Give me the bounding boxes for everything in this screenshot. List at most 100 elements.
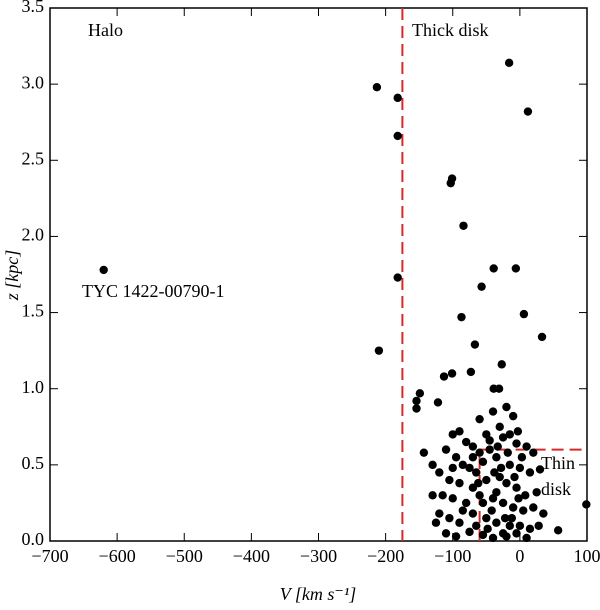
data-point [468,442,478,451]
x-tick-label: −700 [31,546,68,566]
annotation: TYC 1422-00790-1 [82,281,225,301]
data-point [477,282,486,291]
data-point [445,475,454,485]
data-point [445,513,454,523]
data-point [461,437,471,447]
annotation: Thin [541,453,575,473]
data-point [510,472,519,482]
y-tick-label: 3.0 [22,72,45,92]
data-point [482,475,491,485]
data-point [428,460,437,470]
data-point [455,518,464,527]
y-tick-label: 3.5 [22,0,45,16]
data-point [488,407,498,416]
data-point [511,264,521,273]
data-point [508,411,518,421]
x-tick-label: −400 [233,546,270,566]
data-point [482,513,491,523]
x-tick-label: −100 [434,546,471,566]
y-tick-label: 0.0 [22,529,45,549]
data-point [525,468,535,477]
data-point [514,494,523,503]
data-point [505,521,515,530]
data-point [503,448,512,457]
data-point [493,442,502,451]
data-point [553,526,563,535]
data-point [478,457,488,467]
data-point [465,463,474,473]
data-point [393,273,402,282]
data-point [474,478,483,488]
data-point [522,442,531,451]
data-point [451,532,461,541]
data-point [374,346,384,355]
data-point [512,483,521,492]
data-point [492,488,501,497]
data-point [522,533,531,543]
data-point [439,372,449,381]
data-point [495,422,504,431]
x-tick-label: −200 [367,546,404,566]
data-point [515,521,525,530]
data-point [507,513,517,523]
data-point [490,468,499,477]
data-point [521,491,530,500]
data-point [457,312,466,322]
data-point [525,524,535,534]
data-point [448,463,457,473]
data-point [508,503,518,512]
data-point [441,529,451,538]
x-tick-label: −600 [99,546,136,566]
data-point [494,384,504,393]
plot-frame [49,7,588,542]
data-point [412,396,421,406]
data-point [519,506,528,515]
data-point [582,500,591,509]
y-tick-label: 1.5 [22,301,45,321]
data-point [483,524,492,534]
x-tick-label: −300 [300,546,337,566]
data-point [478,530,488,540]
data-point [496,463,506,473]
data-point [478,498,488,508]
data-point [393,131,402,141]
data-point [537,332,547,342]
data-point [458,506,468,515]
data-point [372,82,382,92]
data-point [498,529,508,538]
data-point [512,439,521,448]
data-point [448,494,457,503]
x-tick-label: 100 [574,546,600,566]
y-tick-label: 0.5 [22,453,45,473]
data-point [488,533,498,543]
data-point [532,488,541,497]
data-point [455,478,464,488]
data-point [492,453,501,462]
data-point [512,529,521,538]
data-point [515,463,525,473]
data-point [505,430,515,439]
data-point [500,513,510,523]
data-point [498,433,508,442]
data-point [502,478,511,488]
data-point [517,453,527,462]
data-point [470,340,480,349]
data-point [99,265,108,275]
data-point [504,58,514,68]
annotation: Halo [88,20,123,40]
data-point [468,509,478,518]
y-tick-label: 2.5 [22,148,45,168]
data-point [465,527,474,537]
data-point [435,468,444,477]
data-point [489,264,498,273]
data-point [513,427,523,436]
y-tick-label: 1.0 [22,377,45,397]
data-point [475,491,484,500]
x-tick-label: −500 [166,546,203,566]
data-point [441,445,451,454]
data-point [487,506,496,515]
data-point [529,448,538,457]
data-point [475,448,484,457]
